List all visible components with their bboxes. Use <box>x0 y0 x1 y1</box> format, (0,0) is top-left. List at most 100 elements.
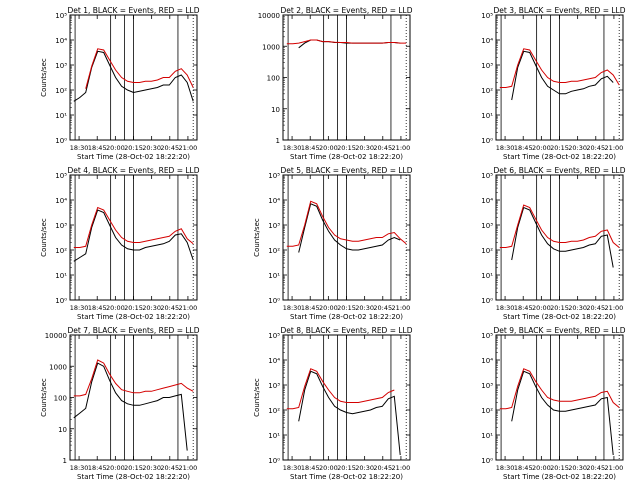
det7-xtick-label: 21:00 <box>179 464 198 472</box>
det5-ytick-label: 10¹ <box>268 272 280 280</box>
det2-xtick-label: 18:30 <box>283 144 302 152</box>
det2-ytick-label: 1 <box>276 137 280 145</box>
det6-title: Det 6, BLACK = Events, RED = LLD <box>493 166 625 175</box>
det2-xtick-label: 20:45 <box>373 144 392 152</box>
det5-xtick-label: 21:00 <box>392 304 411 312</box>
det5-xtick-label: 18:45 <box>301 304 320 312</box>
det6-xtick-label: 20:45 <box>586 304 605 312</box>
det2-ytick-label: 10 <box>271 106 280 114</box>
det1-ytick-label: 10³ <box>55 62 67 70</box>
det4-xtick-label: 20:45 <box>160 304 179 312</box>
det4-series-lld <box>73 206 194 248</box>
det4-ytick-label: 10² <box>55 247 67 255</box>
det6-xtick-label: 20:30 <box>568 304 587 312</box>
det1-ytick-label: 10² <box>55 87 67 95</box>
det9-ytick-label: 10⁴ <box>481 357 493 365</box>
det7-xtick-label: 20:45 <box>160 464 179 472</box>
det3-ytick-label: 10⁰ <box>481 137 493 145</box>
det5-ytick-label: 10³ <box>268 222 280 230</box>
det9-xtick-label: 21:00 <box>605 464 624 472</box>
det8-xtick-label: 18:30 <box>283 464 302 472</box>
det7-xtick-label: 20:30 <box>142 464 161 472</box>
det2-ytick-label: 1000 <box>262 43 280 51</box>
det8-series-events <box>298 370 401 456</box>
det2-xtick-label: 21:00 <box>392 144 411 152</box>
det2-xtick-label: 18:45 <box>301 144 320 152</box>
det2-xtick-label: 20:30 <box>355 144 374 152</box>
det1-ytick-label: 10¹ <box>55 112 67 120</box>
det9-xtick-label: 20:00 <box>532 464 551 472</box>
det5-xtick-label: 20:15 <box>337 304 356 312</box>
det4-xtick-label: 18:45 <box>88 304 107 312</box>
det4-xtick-label: 18:30 <box>70 304 89 312</box>
det8-xlabel: Start Time (28-Oct-02 18:22:20) <box>290 473 403 480</box>
det3-ytick-label: 10² <box>481 87 493 95</box>
det4-ytick-label: 10³ <box>55 222 67 230</box>
det3-xtick-label: 20:45 <box>586 144 605 152</box>
det3-xlabel: Start Time (28-Oct-02 18:22:20) <box>503 153 616 161</box>
det6-ytick-label: 10⁰ <box>481 297 493 305</box>
det6-series-events <box>511 206 614 268</box>
det3-xtick-label: 20:15 <box>550 144 569 152</box>
det7-ytick-label: 1000 <box>49 363 67 371</box>
det6-ytick-label: 10⁵ <box>481 172 493 180</box>
det5-xtick-label: 20:45 <box>373 304 392 312</box>
det2-ytick-label: 100 <box>267 75 280 83</box>
det8-ytick-label: 10³ <box>268 382 280 390</box>
det6-ytick-label: 10² <box>481 247 493 255</box>
det1-xtick-label: 20:30 <box>142 144 161 152</box>
det6-xtick-label: 18:30 <box>496 304 515 312</box>
det8-xtick-label: 18:45 <box>301 464 320 472</box>
det3-xtick-label: 18:45 <box>514 144 533 152</box>
det1-ylabel: Counts/sec <box>40 58 48 97</box>
det4-xtick-label: 20:30 <box>142 304 161 312</box>
det1-xtick-label: 18:45 <box>88 144 107 152</box>
det7-series-events <box>73 362 188 451</box>
det8-xtick-label: 21:00 <box>392 464 411 472</box>
det2-ytick-label: 10000 <box>258 12 280 20</box>
det5-title: Det 5, BLACK = Events, RED = LLD <box>280 166 412 175</box>
det2-title: Det 2, BLACK = Events, RED = LLD <box>280 6 412 15</box>
det4-xtick-label: 21:00 <box>179 304 198 312</box>
det5-xtick-label: 20:30 <box>355 304 374 312</box>
det1-series-lld <box>85 48 194 89</box>
det9-ytick-label: 10⁵ <box>481 332 493 340</box>
det8-ytick-label: 10² <box>268 407 280 415</box>
det1-title: Det 1, BLACK = Events, RED = LLD <box>67 6 199 15</box>
det1-ytick-label: 10⁵ <box>55 12 67 20</box>
det4-ytick-label: 10⁰ <box>55 297 67 305</box>
det4-ytick-label: 10¹ <box>55 272 67 280</box>
det1-xlabel: Start Time (28-Oct-02 18:22:20) <box>77 153 190 161</box>
det5-xtick-label: 18:30 <box>283 304 302 312</box>
det9-ytick-label: 10¹ <box>481 432 493 440</box>
det7-ytick-label: 10000 <box>45 332 67 340</box>
det2-series-lld <box>286 39 407 45</box>
det7-xtick-label: 20:00 <box>106 464 125 472</box>
det8-title: Det 8, BLACK = Events, RED = LLD <box>280 326 412 335</box>
det8-ytick-label: 10¹ <box>268 432 280 440</box>
det7-ytick-label: 1 <box>63 457 67 465</box>
det4-xtick-label: 20:00 <box>106 304 125 312</box>
det5-ylabel: Counts/sec <box>253 218 261 257</box>
det7-ylabel: Counts/sec <box>40 378 48 417</box>
det3-ytick-label: 10⁵ <box>481 12 493 20</box>
det4-ylabel: Counts/sec <box>40 218 48 257</box>
det3-ytick-label: 10³ <box>481 62 493 70</box>
det9-ytick-label: 10³ <box>481 382 493 390</box>
det1-xtick-label: 21:00 <box>179 144 198 152</box>
det1-xtick-label: 20:15 <box>124 144 143 152</box>
det3-series-lld <box>499 48 620 88</box>
det1-xtick-label: 18:30 <box>70 144 89 152</box>
det2-xtick-label: 20:00 <box>319 144 338 152</box>
det7-xtick-label: 18:30 <box>70 464 89 472</box>
det5-series-lld <box>286 200 407 247</box>
det3-series-events <box>511 50 614 101</box>
det2-xlabel: Start Time (28-Oct-02 18:22:20) <box>290 153 403 161</box>
det7-ytick-label: 100 <box>54 395 67 403</box>
det8-ytick-label: 10⁵ <box>268 332 280 340</box>
det6-xtick-label: 18:45 <box>514 304 533 312</box>
det1-series-events <box>73 50 194 102</box>
det9-title: Det 9, BLACK = Events, RED = LLD <box>493 326 625 335</box>
det8-ytick-label: 10⁰ <box>268 457 280 465</box>
